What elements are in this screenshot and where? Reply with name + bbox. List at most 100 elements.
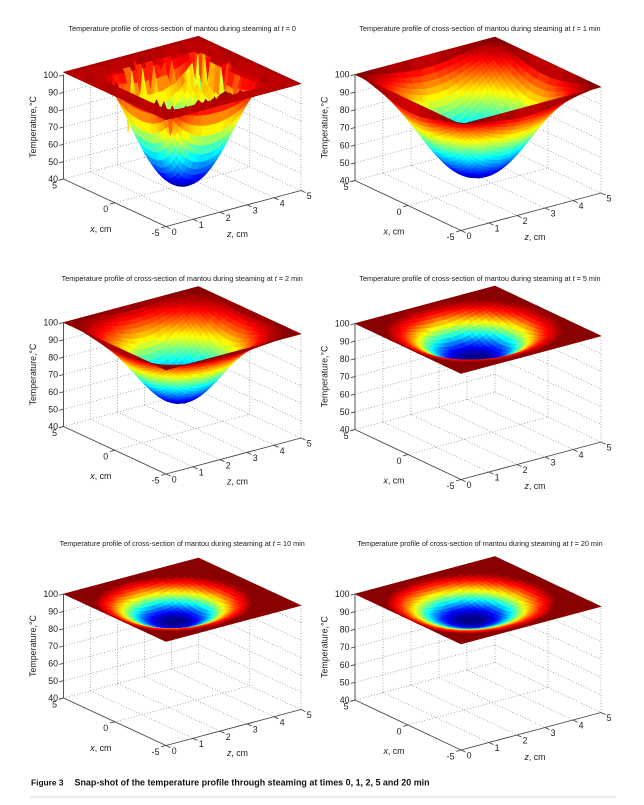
- svg-text:60: 60: [340, 389, 350, 399]
- svg-text:90: 90: [48, 87, 58, 97]
- svg-text:5: 5: [344, 182, 349, 192]
- svg-text:Temperature profile of cross-s: Temperature profile of cross-section of …: [60, 539, 305, 548]
- svg-text:90: 90: [340, 607, 350, 617]
- svg-text:1: 1: [495, 224, 500, 234]
- svg-text:5: 5: [307, 710, 312, 720]
- svg-text:5: 5: [52, 180, 57, 190]
- svg-text:-5: -5: [447, 751, 455, 761]
- svg-text:3: 3: [253, 206, 258, 216]
- svg-text:3: 3: [253, 725, 258, 735]
- svg-text:1: 1: [199, 220, 204, 230]
- svg-text:0: 0: [172, 227, 177, 237]
- svg-text:z, cm: z, cm: [523, 752, 545, 762]
- svg-text:40: 40: [340, 695, 350, 705]
- svg-text:0: 0: [397, 207, 402, 217]
- svg-text:0: 0: [397, 456, 402, 466]
- svg-text:100: 100: [335, 70, 350, 80]
- svg-text:2: 2: [523, 736, 528, 746]
- svg-text:5: 5: [307, 191, 312, 201]
- svg-text:4: 4: [280, 717, 285, 727]
- svg-text:90: 90: [340, 87, 350, 97]
- svg-text:40: 40: [340, 425, 350, 435]
- svg-text:3: 3: [551, 458, 556, 468]
- svg-text:100: 100: [335, 589, 350, 599]
- svg-text:Temperature,°C: Temperature,°C: [320, 616, 330, 678]
- svg-text:Figure 3: Figure 3: [31, 778, 64, 788]
- svg-text:40: 40: [48, 693, 58, 703]
- svg-text:70: 70: [48, 641, 58, 651]
- svg-text:1: 1: [199, 739, 204, 749]
- svg-text:70: 70: [340, 642, 350, 652]
- svg-text:1: 1: [199, 468, 204, 478]
- svg-text:80: 80: [48, 624, 58, 634]
- svg-text:0: 0: [467, 751, 472, 761]
- svg-text:2: 2: [523, 216, 528, 226]
- svg-text:5: 5: [52, 428, 57, 438]
- svg-text:Snap-shot of the temperature p: Snap-shot of the temperature profile thr…: [75, 778, 430, 788]
- svg-text:z, cm: z, cm: [226, 477, 248, 487]
- svg-text:0: 0: [103, 204, 108, 214]
- svg-text:50: 50: [340, 677, 350, 687]
- svg-text:z, cm: z, cm: [226, 229, 248, 239]
- svg-text:Temperature profile of cross-s: Temperature profile of cross-section of …: [357, 539, 602, 548]
- svg-text:z, cm: z, cm: [226, 748, 248, 758]
- svg-text:z, cm: z, cm: [523, 232, 545, 242]
- svg-text:40: 40: [340, 176, 350, 186]
- svg-text:100: 100: [43, 589, 58, 599]
- svg-text:100: 100: [43, 70, 58, 80]
- svg-text:5: 5: [344, 431, 349, 441]
- svg-text:Temperature profile of cross-s: Temperature profile of cross-section of …: [62, 274, 303, 283]
- svg-text:Temperature,°C: Temperature,°C: [320, 96, 330, 158]
- svg-text:5: 5: [52, 699, 57, 709]
- svg-text:x, cm: x, cm: [89, 224, 111, 234]
- svg-text:z, cm: z, cm: [523, 481, 545, 491]
- svg-text:50: 50: [340, 407, 350, 417]
- svg-text:50: 50: [48, 676, 58, 686]
- svg-text:4: 4: [280, 198, 285, 208]
- svg-text:x, cm: x, cm: [382, 746, 404, 756]
- svg-text:2: 2: [523, 465, 528, 475]
- svg-text:90: 90: [48, 606, 58, 616]
- svg-text:x, cm: x, cm: [89, 743, 111, 753]
- svg-text:100: 100: [335, 319, 350, 329]
- svg-text:x, cm: x, cm: [382, 227, 404, 237]
- svg-text:0: 0: [103, 452, 108, 462]
- svg-text:5: 5: [607, 194, 612, 204]
- svg-text:40: 40: [48, 174, 58, 184]
- svg-text:2: 2: [226, 732, 231, 742]
- svg-text:3: 3: [253, 453, 258, 463]
- svg-text:2: 2: [226, 460, 231, 470]
- svg-text:Temperature,°C: Temperature,°C: [28, 343, 38, 405]
- svg-text:5: 5: [607, 713, 612, 723]
- svg-text:80: 80: [340, 624, 350, 634]
- svg-text:0: 0: [467, 480, 472, 490]
- svg-text:Temperature,°C: Temperature,°C: [28, 615, 38, 677]
- svg-text:Temperature,°C: Temperature,°C: [28, 96, 38, 158]
- svg-text:100: 100: [43, 318, 58, 328]
- svg-text:5: 5: [307, 439, 312, 449]
- svg-text:40: 40: [48, 422, 58, 432]
- svg-text:60: 60: [340, 140, 350, 150]
- svg-text:60: 60: [48, 139, 58, 149]
- svg-text:80: 80: [340, 105, 350, 115]
- svg-text:90: 90: [48, 335, 58, 345]
- svg-text:50: 50: [48, 404, 58, 414]
- svg-text:5: 5: [344, 701, 349, 711]
- svg-text:50: 50: [340, 158, 350, 168]
- svg-text:Temperature profile of cross-s: Temperature profile of cross-section of …: [359, 274, 600, 283]
- svg-text:70: 70: [48, 370, 58, 380]
- svg-text:4: 4: [579, 201, 584, 211]
- svg-text:4: 4: [280, 446, 285, 456]
- svg-text:-5: -5: [152, 228, 160, 238]
- svg-text:4: 4: [579, 450, 584, 460]
- svg-text:Temperature,°C: Temperature,°C: [320, 345, 330, 407]
- svg-text:x, cm: x, cm: [382, 476, 404, 486]
- svg-text:0: 0: [172, 475, 177, 485]
- svg-text:70: 70: [340, 372, 350, 382]
- svg-text:50: 50: [48, 157, 58, 167]
- svg-text:4: 4: [579, 721, 584, 731]
- svg-text:0: 0: [172, 746, 177, 756]
- svg-text:60: 60: [48, 387, 58, 397]
- svg-text:0: 0: [103, 723, 108, 733]
- svg-text:-5: -5: [447, 232, 455, 242]
